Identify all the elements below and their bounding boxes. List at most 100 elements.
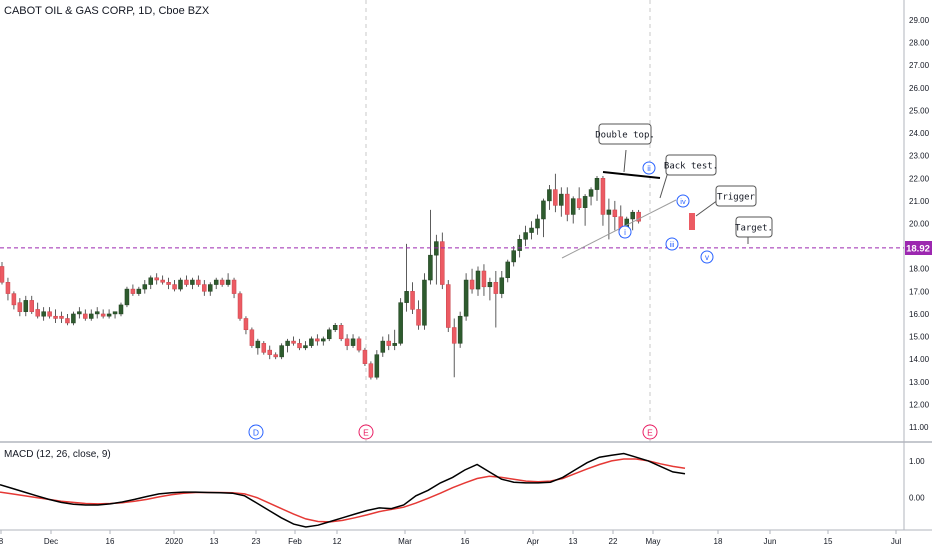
callout-trigger[interactable]: Trigger (695, 185, 757, 217)
candle (535, 214, 540, 235)
candle-body (338, 325, 344, 340)
candle (261, 341, 267, 355)
price-axis-tick: 22.00 (909, 174, 930, 183)
svg-text:iv: iv (680, 197, 686, 206)
candle (469, 268, 475, 294)
candle-body (517, 239, 522, 251)
candle-body (83, 313, 88, 319)
candle-body (53, 315, 58, 319)
candle (112, 311, 118, 319)
candle-body (523, 232, 528, 240)
svg-text:E: E (363, 428, 369, 438)
candle-body (136, 288, 142, 294)
candle (570, 196, 576, 224)
candle-body (291, 340, 296, 344)
candle-body (356, 338, 362, 351)
candle (529, 221, 534, 240)
svg-text:iii: iii (670, 242, 675, 249)
candle (11, 291, 17, 310)
chart-title: CABOT OIL & GAS CORP, 1D, Cboe BZX (4, 5, 210, 17)
candle (392, 329, 397, 351)
candle-body (612, 209, 618, 217)
candle (636, 209, 641, 224)
x-axis-tick: 23 (252, 537, 261, 546)
candle-body (196, 279, 201, 285)
candle (422, 273, 427, 330)
candle-body (100, 313, 106, 317)
candle (428, 209, 433, 285)
price-axis-tick: 28.00 (909, 39, 930, 48)
candle-body (636, 211, 641, 222)
candle-body (94, 311, 100, 315)
double-top-line[interactable] (602, 171, 661, 179)
event-marker-e-feb[interactable]: E (358, 424, 374, 440)
candle (332, 322, 338, 333)
price-axis-tick: 16.00 (909, 310, 930, 319)
candle (184, 275, 189, 287)
price-axis-tick: 26.00 (909, 84, 930, 93)
candle-body (493, 282, 499, 294)
wave-label-iv: iv (676, 194, 690, 208)
candle-body (386, 340, 391, 346)
price-axis-tick: 13.00 (909, 378, 930, 387)
neckline[interactable] (561, 199, 677, 259)
candle (237, 291, 243, 321)
x-axis-tick: 8 (0, 537, 4, 546)
candle-body (410, 291, 415, 310)
candle (380, 336, 386, 357)
x-axis-tick: Dec (44, 537, 58, 546)
price-axis-tick: 21.00 (909, 197, 930, 206)
candle (451, 318, 457, 378)
candle (148, 275, 153, 290)
candle (208, 282, 213, 296)
candle (65, 313, 70, 326)
candle-body (213, 279, 219, 285)
candle (374, 350, 380, 380)
candle-body (606, 209, 612, 215)
event-marker-d[interactable]: D (248, 424, 264, 440)
callout-back-test[interactable]: Back test. (659, 154, 718, 199)
candle-body (35, 309, 40, 317)
candle-body (65, 318, 70, 324)
candle-body (541, 200, 546, 220)
candle (231, 277, 237, 299)
candle-body (416, 309, 421, 326)
price-axis-tick: 11.00 (909, 423, 929, 432)
candle-body (315, 338, 320, 342)
candle (291, 336, 296, 346)
candle-body (118, 304, 124, 315)
callout-double-top[interactable]: Double top. (595, 123, 655, 173)
candle-body (321, 338, 326, 342)
candle (309, 336, 314, 348)
candle-body (303, 345, 308, 349)
candle-body (279, 345, 284, 358)
wave-label-ii: ii (642, 161, 656, 175)
candle (350, 334, 356, 348)
candle-body (17, 302, 23, 312)
callout-target[interactable]: Target. (735, 216, 773, 244)
x-axis-tick: 12 (333, 537, 342, 546)
svg-text:v: v (705, 253, 709, 262)
candle-body (553, 189, 558, 206)
x-axis-tick: Jun (764, 537, 777, 546)
candle-body (588, 189, 594, 197)
candle-body (446, 284, 451, 328)
x-axis-tick: 16 (461, 537, 470, 546)
price-axis-tick: 15.00 (909, 333, 930, 342)
candle-body (5, 282, 11, 294)
candle (386, 334, 391, 351)
price-axis-tick: 18.00 (909, 265, 930, 274)
candle-body (154, 277, 159, 281)
candle (493, 270, 499, 328)
candle-body (208, 284, 213, 292)
event-marker-e-apr[interactable]: E (642, 424, 658, 440)
x-axis-tick: 13 (210, 537, 219, 546)
candle-body (505, 261, 510, 279)
candle-body (499, 277, 505, 294)
candle (267, 345, 272, 360)
candle (124, 286, 130, 308)
candle (23, 295, 29, 317)
candle-body (327, 329, 332, 340)
candle-body (332, 325, 338, 331)
candle-body (11, 293, 17, 306)
